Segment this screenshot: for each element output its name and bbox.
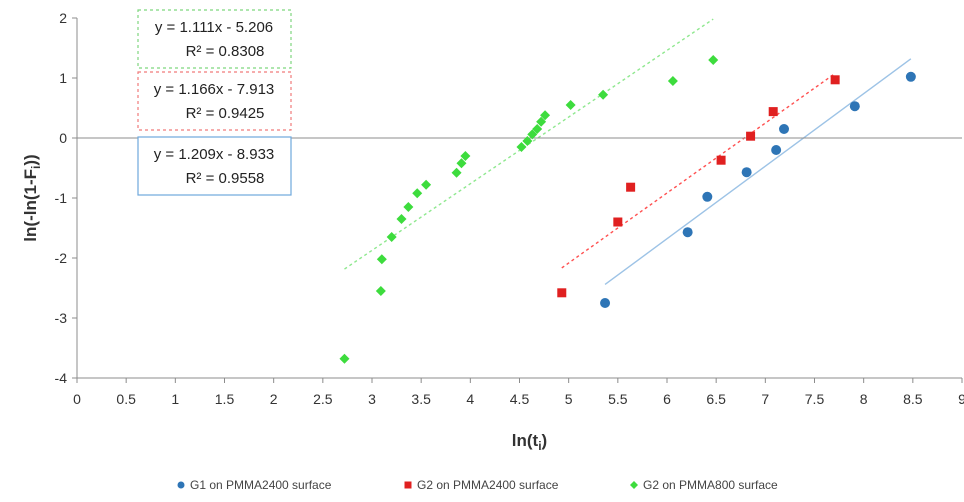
- legend-marker-series-3: [630, 481, 638, 489]
- data-point-series-3: [565, 100, 576, 110]
- data-point-series-1: [779, 124, 790, 134]
- data-point-series-1: [702, 191, 713, 202]
- x-tick-label: 3.5: [411, 391, 431, 407]
- x-tick-label: 4.5: [510, 391, 530, 407]
- trendline-r2-series-2: R² = 0.9425: [186, 105, 265, 122]
- data-point-series-3: [532, 124, 543, 134]
- data-point-series-3: [598, 89, 609, 100]
- x-tick-label: 0: [73, 391, 81, 407]
- data-point-series-1: [741, 167, 752, 178]
- data-point-series-3: [540, 110, 551, 121]
- legend-marker-series-2: [404, 481, 412, 489]
- data-point-series-3: [516, 142, 527, 152]
- x-tick-label: 6: [663, 391, 671, 407]
- data-point-series-2: [746, 131, 756, 141]
- legend-label-series-2: G2 on PMMA2400 surface: [417, 478, 559, 492]
- data-point-series-2: [557, 288, 567, 298]
- trendline-equation-layer: y = 1.111x - 5.206 R² = 0.8308 y = 1.166x …: [137, 9, 292, 196]
- data-point-series-3: [527, 129, 538, 140]
- trendline-equation-series-2: y = 1.166x - 7.913: [154, 81, 275, 98]
- trendline-r2-series-1: R² = 0.9558: [186, 170, 265, 187]
- trendline-r2-series-3: R² = 0.8308: [186, 43, 265, 60]
- data-point-series-2: [716, 155, 726, 165]
- data-point-series-3: [460, 151, 471, 161]
- x-tick-label: 7: [761, 391, 769, 407]
- trendline-series-1: [604, 58, 912, 286]
- data-point-series-3: [421, 179, 432, 190]
- equation-box-series-1: [137, 136, 292, 196]
- x-tick-label: 7.5: [805, 391, 825, 407]
- trendline-series-2: [561, 72, 836, 269]
- axis-layer: -4 -3 -2 -1 0 1 2 0 0.5 1 1.5 2 2.5 3 3.5 4 4.5 5 5.5 6 6.5 7…: [55, 10, 964, 407]
- axis-labels-layer: ln(ti) ln(-ln(1-Fi)): [21, 154, 547, 453]
- x-tick-label: 1.5: [215, 391, 235, 407]
- data-point-series-3: [522, 136, 533, 146]
- legend: G1 on PMMA2400 surface G2 on PMMA2400 sur…: [177, 478, 778, 492]
- y-tick-label: -1: [55, 190, 68, 206]
- x-tick-label: 2: [270, 391, 278, 407]
- x-axis-title: ln(ti): [512, 431, 547, 453]
- legend-marker-series-1: [177, 481, 185, 489]
- data-point-series-3: [451, 167, 462, 178]
- y-tick-label: 1: [59, 70, 67, 86]
- x-tick-label: 9: [958, 391, 964, 407]
- data-point-series-1: [771, 145, 782, 155]
- x-tick-label: 3: [368, 391, 376, 407]
- y-tick-label: 0: [59, 130, 67, 146]
- data-point-series-1: [600, 298, 611, 308]
- x-tick-label: 5.5: [608, 391, 628, 407]
- data-point-series-3: [667, 76, 678, 86]
- x-tick-label: 8.5: [903, 391, 923, 407]
- legend-label-series-1: G1 on PMMA2400 surface: [190, 478, 332, 492]
- equation-box-series-2: [137, 71, 292, 131]
- data-point-series-3: [339, 353, 350, 364]
- y-tick-label: 2: [59, 10, 67, 26]
- y-axis-title: ln(-ln(1-Fi)): [21, 154, 43, 241]
- x-tick-label: 2.5: [313, 391, 333, 407]
- y-tick-label: -2: [55, 250, 68, 266]
- equation-box-series-3: [137, 9, 292, 69]
- data-point-series-2: [626, 182, 636, 192]
- data-point-series-3: [536, 116, 547, 127]
- data-point-series-2: [830, 75, 840, 85]
- x-tick-label: 1: [171, 391, 179, 407]
- data-point-series-3: [376, 254, 387, 265]
- y-tick-label: -4: [55, 370, 68, 386]
- data-point-series-3: [708, 55, 719, 65]
- trendline-layer: [344, 18, 912, 286]
- data-point-series-3: [412, 188, 423, 199]
- x-tick-label: 5: [565, 391, 573, 407]
- y-tick-label: -3: [55, 310, 68, 326]
- data-point-series-1: [849, 101, 860, 112]
- trendline-equation-series-1: y = 1.209x - 8.933: [154, 146, 275, 163]
- data-point-series-3: [403, 202, 414, 212]
- x-tick-label: 6.5: [706, 391, 726, 407]
- data-point-series-3: [386, 232, 397, 242]
- data-point-series-3: [375, 286, 386, 296]
- data-points-layer: [339, 55, 916, 364]
- data-point-series-1: [905, 71, 916, 82]
- data-point-series-2: [613, 217, 623, 227]
- trendline-equation-series-3: y = 1.111x - 5.206: [155, 19, 273, 36]
- data-point-series-3: [456, 158, 467, 169]
- x-tick-label: 0.5: [116, 391, 136, 407]
- x-tick-label: 8: [860, 391, 868, 407]
- data-point-series-1: [682, 227, 693, 238]
- data-point-series-3: [396, 214, 407, 224]
- x-tick-label: 4: [466, 391, 474, 407]
- data-point-series-2: [768, 107, 778, 117]
- legend-label-series-3: G2 on PMMA800 surface: [643, 478, 778, 492]
